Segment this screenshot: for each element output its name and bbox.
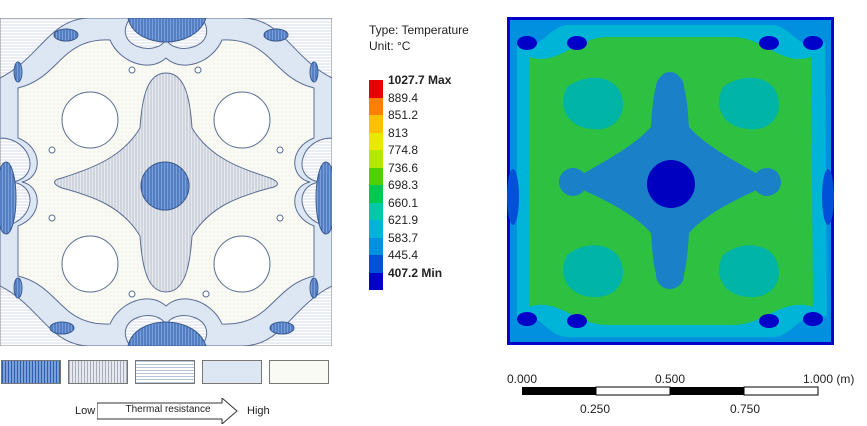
small-dot	[48, 214, 56, 222]
legend-label: 774.8	[388, 143, 419, 157]
top-spot-right	[263, 28, 289, 42]
left-edge-spot	[0, 161, 17, 235]
legend-label: 736.6	[388, 160, 419, 175]
corner-spot-br-2	[759, 314, 779, 328]
circle-top-left	[61, 91, 119, 149]
pattern-swatch-3	[135, 360, 195, 384]
legend-unit: Unit: °C	[369, 39, 411, 53]
scale-label-250: 0.250	[580, 402, 611, 416]
scale-label-1000: 1.000 (m)	[803, 372, 855, 386]
circle-bottom-right	[213, 235, 271, 293]
bottom-spot-left	[49, 321, 75, 335]
top-spot-left	[53, 28, 79, 42]
legend-swatch	[369, 80, 383, 98]
temperature-legend: Type: Temperature Unit: °C 1027.7 Max 889…	[369, 22, 489, 290]
pattern-swatch-5	[269, 360, 329, 384]
corner-spot-tl-1	[517, 36, 537, 50]
side-spot-left-bottom	[13, 277, 23, 299]
legend-swatch	[369, 150, 383, 168]
small-dot	[202, 290, 210, 298]
legend-swatch	[369, 185, 383, 203]
edge-spot-right	[822, 169, 834, 225]
side-spot-right-bottom	[309, 277, 319, 299]
center-min-spot	[647, 160, 695, 208]
small-dot	[128, 66, 136, 74]
pattern-swatch-1	[1, 360, 61, 384]
legend-swatch	[369, 255, 383, 273]
legend-label: 813	[388, 125, 409, 140]
legend-label: 445.4	[388, 248, 419, 262]
right-edge-spot	[315, 161, 332, 235]
temperature-contour-plot	[507, 17, 834, 345]
side-spot-right-top	[309, 61, 319, 83]
legend-label: 660.1	[388, 195, 419, 210]
circle-top-right	[213, 91, 271, 149]
side-spot-left-top	[13, 61, 23, 83]
scale-bar-graphic	[522, 386, 819, 396]
bottom-spot-right	[269, 321, 295, 335]
legend-swatch	[369, 115, 383, 133]
corner-spot-tr-2	[759, 36, 779, 50]
corner-spot-tl-2	[567, 36, 587, 50]
cyan-patch-top-left	[563, 77, 623, 130]
legend-swatch	[369, 167, 383, 185]
legend-label: 621.9	[388, 213, 419, 227]
bottom-center-spot	[127, 321, 207, 346]
center-hot-spot	[140, 161, 190, 211]
scale-bar: 0.000 0.500 1.000 (m) 0.250 0.750	[505, 372, 865, 422]
corner-spot-br-1	[803, 312, 823, 326]
legend-swatch	[369, 202, 383, 220]
scale-label-750: 0.750	[730, 402, 761, 416]
small-dot	[48, 146, 56, 154]
top-center-spot	[127, 18, 207, 43]
scale-label-0: 0.000	[507, 372, 538, 386]
legend-label: 1027.7 Max	[388, 73, 452, 87]
circle-bottom-left	[61, 235, 119, 293]
legend-label: 889.4	[388, 90, 419, 105]
corner-spot-bl-2	[567, 314, 587, 328]
cross-tip-right	[753, 168, 781, 196]
cross-tip-bottom	[656, 261, 684, 289]
pattern-swatch-4	[202, 360, 262, 384]
cyan-patch-top-right	[719, 77, 779, 130]
cross-tip-left	[559, 168, 587, 196]
edge-spot-left	[507, 169, 519, 225]
pattern-swatch-2	[68, 360, 128, 384]
low-label: Low	[75, 405, 96, 417]
legend-swatch	[369, 237, 383, 255]
thermal-resistance-map	[0, 18, 332, 346]
legend-swatch	[369, 132, 383, 150]
small-dot	[128, 290, 136, 298]
arrow-label: Thermal resistance	[125, 404, 211, 415]
legend-label: 407.2 Min	[388, 265, 443, 280]
legend-label: 583.7	[388, 230, 419, 245]
legend-label: 698.3	[388, 178, 419, 192]
legend-swatch	[369, 97, 383, 115]
cyan-patch-bottom-left	[563, 245, 623, 298]
resistance-pattern-swatches	[0, 360, 335, 386]
legend-type: Type: Temperature	[369, 23, 469, 37]
small-dot	[276, 146, 284, 154]
corner-spot-tr-1	[803, 36, 823, 50]
small-dot	[194, 66, 202, 74]
scale-label-500: 0.500	[655, 372, 686, 386]
legend-label: 851.2	[388, 108, 419, 122]
right-arrow-icon	[97, 398, 238, 424]
thermal-resistance-arrow-legend: Low Thermal resistance High	[72, 398, 282, 424]
legend-swatch	[369, 272, 383, 290]
small-dot	[276, 214, 284, 222]
high-label: High	[247, 405, 270, 417]
corner-spot-bl-1	[517, 312, 537, 326]
cross-tip-top	[656, 73, 684, 101]
cyan-patch-bottom-right	[719, 245, 779, 298]
legend-swatch	[369, 220, 383, 238]
